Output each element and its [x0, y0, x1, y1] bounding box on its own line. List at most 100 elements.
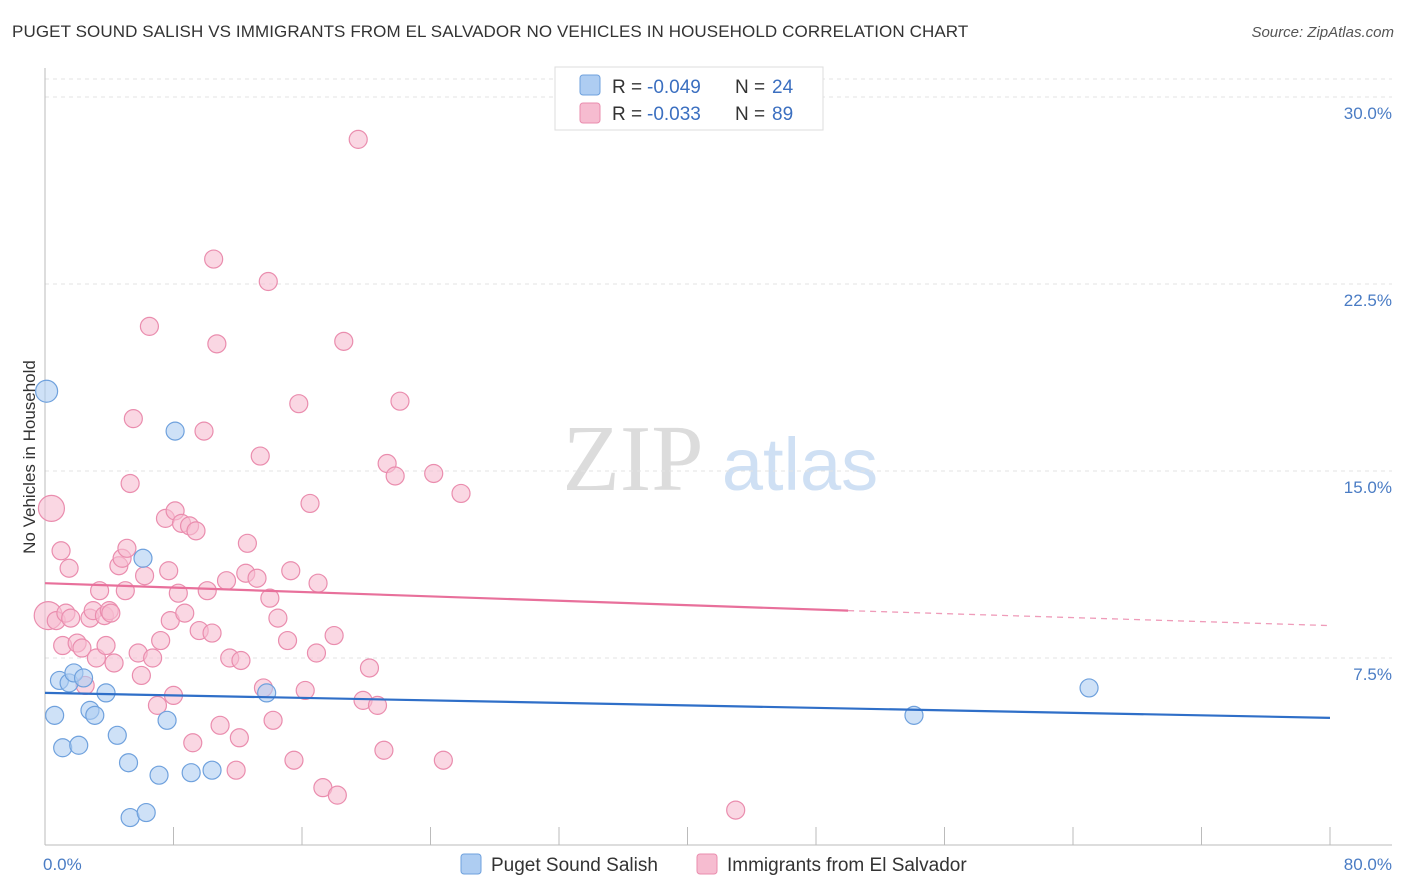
pink-point-18 [101, 603, 121, 623]
pink-point-75 [327, 785, 347, 805]
pink-point-24 [120, 473, 140, 494]
pink-point-74 [324, 625, 344, 646]
blue-point-18 [165, 421, 185, 441]
pink-point-49 [207, 334, 227, 354]
y-tick-label-2: 22.5% [1344, 291, 1392, 310]
pink-point-85 [424, 463, 444, 484]
bottom-legend-label-blue: Puget Sound Salish [491, 855, 658, 876]
pink-point-55 [231, 650, 251, 671]
pink-point-67 [284, 750, 304, 770]
pink-point-6 [59, 558, 79, 578]
pink-point-54 [229, 728, 249, 748]
pink-point-88 [726, 800, 746, 820]
pink-point-63 [263, 710, 283, 730]
pink-point-47 [202, 623, 222, 643]
pink-point-68 [289, 394, 309, 414]
pink-point-25 [123, 409, 143, 429]
blue-point-13 [120, 807, 140, 828]
pink-point-62 [260, 588, 280, 608]
pink-point-86 [433, 750, 453, 770]
source-credit: Source: ZipAtlas.com [1251, 24, 1394, 41]
watermark-atlas: atlas [722, 423, 878, 506]
pink-point-48 [204, 249, 224, 269]
pink-point-45 [194, 421, 214, 441]
pink-point-69 [295, 680, 315, 701]
series-immigrants-el-salvador [33, 129, 746, 820]
y-tick-label-0: 7.5% [1353, 665, 1392, 684]
legend-n-label-1: N = [735, 77, 765, 98]
blue-point-0 [35, 379, 59, 403]
pink-point-79 [359, 658, 380, 678]
legend-n-value-1: 24 [772, 77, 794, 98]
pink-point-65 [277, 630, 298, 651]
bottom-legend-swatch-pink [696, 853, 718, 875]
pink-point-59 [250, 446, 270, 466]
pink-point-28 [134, 566, 155, 586]
bottom-legend-swatch-blue [460, 853, 482, 875]
blue-point-21 [257, 683, 277, 703]
pink-point-29 [139, 316, 160, 336]
blue-point-15 [136, 802, 156, 823]
y-tick-label-3: 30.0% [1344, 104, 1392, 123]
blue-point-20 [202, 760, 222, 780]
legend-n-value-2: 89 [772, 104, 793, 125]
legend-r-value-2: -0.033 [647, 104, 701, 125]
pink-point-40 [175, 603, 195, 623]
blue-point-11 [107, 725, 127, 745]
pink-point-58 [247, 568, 267, 588]
pink-point-34 [159, 561, 179, 581]
y-tick-label-1: 15.0% [1344, 478, 1392, 497]
pink-point-19 [104, 653, 124, 673]
pink-point-30 [143, 648, 163, 668]
blue-point-23 [1079, 678, 1099, 698]
blue-point-6 [69, 735, 89, 755]
pink-point-27 [131, 665, 151, 686]
y-axis-label: No Vehicles in Household [20, 360, 39, 554]
blue-point-7 [73, 668, 94, 688]
pink-point-57 [237, 533, 257, 553]
pink-point-51 [216, 571, 237, 591]
pink-point-61 [258, 271, 278, 292]
pink-point-66 [281, 561, 301, 581]
pink-point-23 [117, 538, 137, 558]
trend-line-pink [44, 582, 849, 612]
blue-point-2 [53, 738, 73, 758]
legend-r-label-1: R = [612, 77, 642, 98]
pink-point-9 [72, 638, 92, 658]
trend-line-blue [44, 691, 1331, 719]
x-tick-label-min: 0.0% [43, 855, 82, 874]
legend-r-label-2: R = [612, 104, 642, 125]
pink-point-50 [210, 715, 230, 735]
pink-point-22 [115, 581, 135, 601]
pink-point-84 [390, 391, 410, 411]
pink-point-1 [37, 494, 66, 522]
blue-point-12 [118, 753, 139, 773]
legend-swatch-pink [579, 102, 601, 124]
pink-point-76 [334, 331, 354, 351]
pink-point-43 [186, 521, 206, 541]
pink-point-16 [96, 635, 116, 656]
pink-point-31 [147, 695, 168, 715]
trend-line-pink-extension [848, 609, 1331, 627]
pink-point-64 [268, 608, 288, 628]
pink-point-80 [367, 695, 388, 715]
pink-point-32 [151, 630, 171, 651]
watermark-zip: ZIP [563, 407, 704, 511]
chart-title: PUGET SOUND SALISH VS IMMIGRANTS FROM EL… [12, 22, 969, 41]
blue-point-1 [45, 705, 65, 725]
legend-r-value-1: -0.049 [647, 77, 701, 98]
trend-lines [44, 582, 1331, 719]
pink-point-46 [197, 581, 217, 601]
pink-point-71 [306, 643, 327, 663]
series-legend: Puget Sound Salish Immigrants from El Sa… [460, 853, 967, 876]
axes [44, 68, 1392, 846]
pink-point-42 [183, 733, 203, 753]
legend-swatch-blue [579, 74, 601, 96]
stats-legend: R = -0.049 N = 24 R = -0.033 N = 89 [554, 66, 824, 131]
bottom-legend-label-pink: Immigrants from El Salvador [727, 855, 967, 876]
blue-point-14 [133, 548, 153, 568]
legend-n-label-2: N = [735, 104, 765, 125]
pink-point-87 [451, 483, 471, 504]
pink-point-7 [61, 608, 81, 628]
